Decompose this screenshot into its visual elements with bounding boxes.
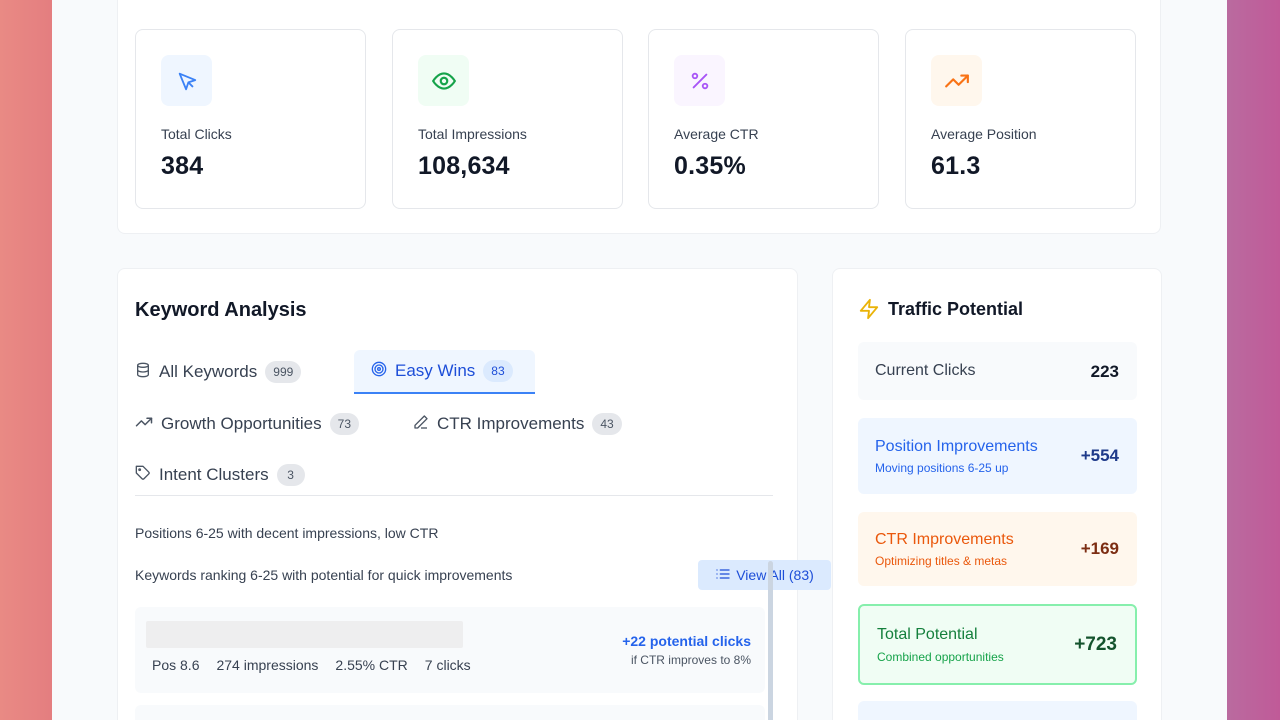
tab-label: Easy Wins xyxy=(395,361,476,380)
eye-icon xyxy=(418,55,469,106)
tab-count-badge: 999 xyxy=(265,361,302,383)
stat-card-average-ctr: Average CTR 0.35% xyxy=(648,29,879,209)
keyword-ctr: 2.55% CTR xyxy=(335,657,408,673)
keyword-metrics: Pos 8.6 274 impressions 2.55% CTR 7 clic… xyxy=(152,657,471,673)
keyword-placeholder xyxy=(146,621,463,648)
position-improvements-card: Position Improvements Moving positions 6… xyxy=(858,418,1137,494)
scrollbar[interactable] xyxy=(768,561,773,720)
stat-label: Total Clicks xyxy=(161,126,232,142)
stat-card-total-clicks: Total Clicks 384 xyxy=(135,29,366,209)
tab-label: Intent Clusters xyxy=(159,465,269,484)
tab-count-badge: 43 xyxy=(592,413,622,435)
view-all-button[interactable]: View All (83) xyxy=(698,560,831,590)
card-label: CTR Improvements xyxy=(875,531,1014,548)
card-value: +554 xyxy=(1080,446,1119,465)
stats-panel: Total Clicks 384 Total Impressions 108,6… xyxy=(117,0,1161,234)
section-title: Keyword Analysis xyxy=(135,299,307,321)
keyword-potential: +22 potential clicks xyxy=(622,633,751,649)
stat-card-total-impressions: Total Impressions 108,634 xyxy=(392,29,623,209)
stat-label: Average CTR xyxy=(674,126,759,142)
tab-label: Growth Opportunities xyxy=(161,414,322,433)
section-title: Traffic Potential xyxy=(888,299,1024,319)
card-value: 223 xyxy=(1090,362,1119,381)
view-all-label: View All (83) xyxy=(736,567,814,583)
ctr-improvements-card: CTR Improvements Optimizing titles & met… xyxy=(858,512,1137,586)
cursor-icon xyxy=(161,55,212,106)
list-item[interactable] xyxy=(135,705,765,720)
list-description: Keywords ranking 6-25 with potential for… xyxy=(135,567,513,583)
keyword-analysis-panel: Keyword Analysis All Keywords 999 Easy W… xyxy=(117,268,831,720)
tab-count-badge: 73 xyxy=(329,413,359,435)
tab-divider xyxy=(135,495,773,496)
database-icon xyxy=(135,362,151,383)
card-label: Position Improvements xyxy=(875,438,1038,455)
tab-intent-clusters[interactable]: Intent Clusters 3 xyxy=(118,453,322,497)
tag-icon xyxy=(135,465,151,486)
tab-label: All Keywords xyxy=(159,362,258,381)
list-icon xyxy=(715,566,731,585)
pencil-icon xyxy=(413,414,429,435)
stat-label: Total Impressions xyxy=(418,126,527,142)
app-window: Total Clicks 384 Total Impressions 108,6… xyxy=(52,0,1227,720)
quick-win-card xyxy=(858,701,1137,720)
stat-label: Average Position xyxy=(931,126,1037,142)
trending-up-icon xyxy=(931,55,982,106)
tab-growth-opportunities[interactable]: Growth Opportunities 73 xyxy=(118,402,376,446)
keyword-clicks: 7 clicks xyxy=(424,657,471,673)
tab-count-badge: 3 xyxy=(276,464,305,486)
percent-icon xyxy=(674,55,725,106)
keyword-impressions: 274 impressions xyxy=(216,657,319,673)
tab-all-keywords[interactable]: All Keywords 999 xyxy=(118,350,318,394)
traffic-potential-panel: Traffic Potential Current Clicks 223 Pos… xyxy=(832,268,1162,720)
card-value: +169 xyxy=(1080,539,1119,558)
lightning-icon xyxy=(858,298,880,325)
tab-description: Positions 6-25 with decent impressions, … xyxy=(135,525,439,541)
stat-value: 384 xyxy=(161,152,204,180)
stat-value: 0.35% xyxy=(674,152,746,180)
tab-easy-wins[interactable]: Easy Wins 83 xyxy=(354,350,535,394)
card-value: +723 xyxy=(1074,634,1117,655)
card-sub: Moving positions 6-25 up xyxy=(875,461,1009,475)
current-clicks-card: Current Clicks 223 xyxy=(858,342,1137,400)
stat-card-average-position: Average Position 61.3 xyxy=(905,29,1136,209)
list-item[interactable]: Pos 8.6 274 impressions 2.55% CTR 7 clic… xyxy=(135,607,765,693)
card-sub: Optimizing titles & metas xyxy=(875,554,1008,568)
target-icon xyxy=(371,361,387,382)
tab-count-badge: 83 xyxy=(483,360,513,382)
stat-value: 61.3 xyxy=(931,152,981,180)
card-label: Total Potential xyxy=(877,626,978,643)
tab-ctr-improvements[interactable]: CTR Improvements 43 xyxy=(396,402,639,446)
total-potential-card: Total Potential Combined opportunities +… xyxy=(858,604,1137,685)
card-label: Current Clicks xyxy=(875,362,976,379)
keyword-position: Pos 8.6 xyxy=(152,657,200,673)
keyword-potential-note: if CTR improves to 8% xyxy=(630,653,751,667)
tab-label: CTR Improvements xyxy=(437,414,585,433)
stat-value: 108,634 xyxy=(418,152,510,180)
trending-up-icon xyxy=(135,413,153,436)
card-sub: Combined opportunities xyxy=(877,650,1004,664)
